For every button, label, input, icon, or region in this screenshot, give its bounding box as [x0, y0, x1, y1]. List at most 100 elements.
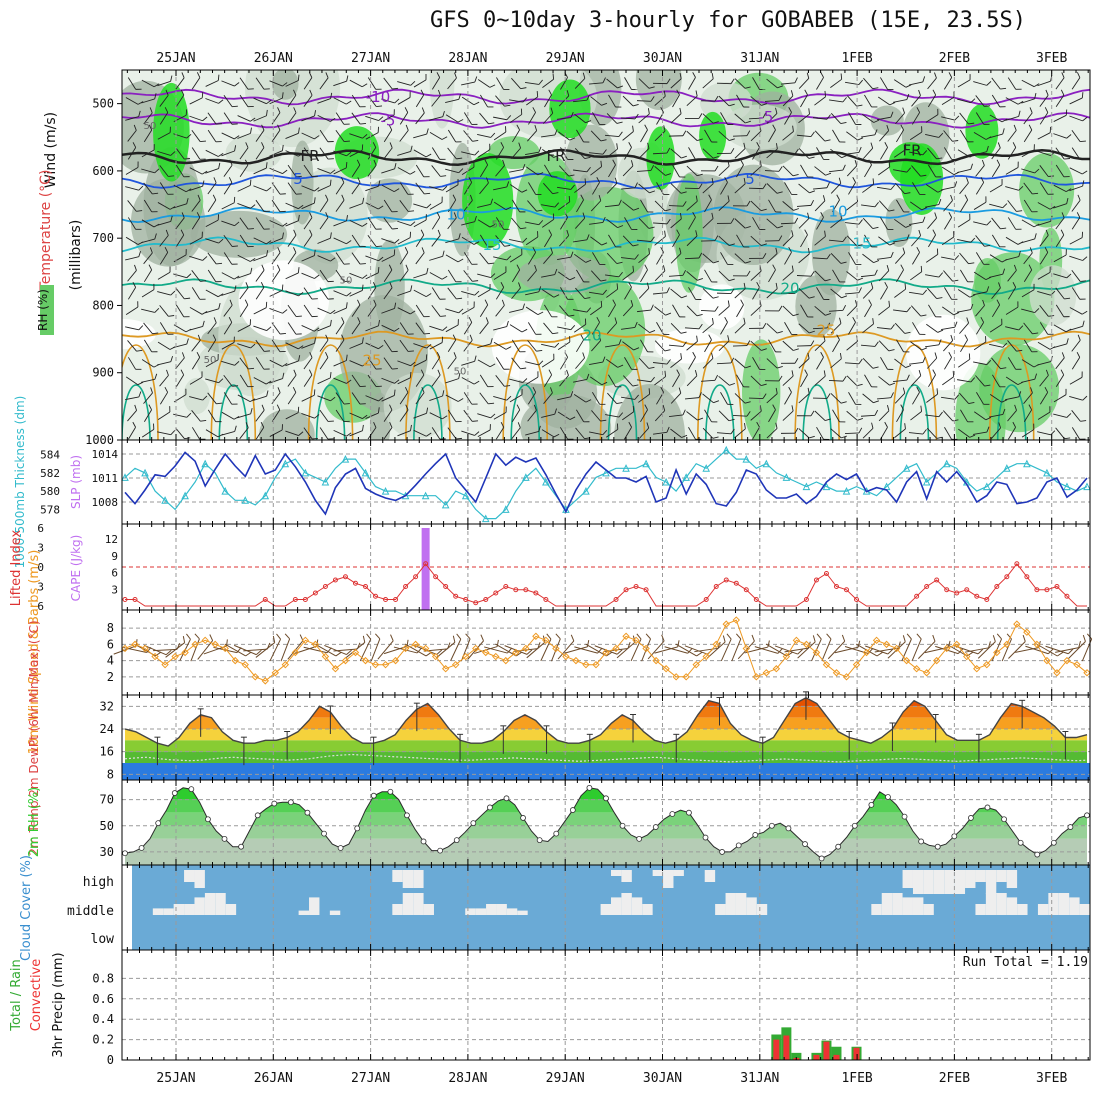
- wind-barb-staff: [223, 234, 233, 247]
- wind-barb-staff: [591, 410, 601, 422]
- wind-barb-staff: [365, 272, 379, 280]
- wind-barb-feather: [458, 308, 464, 314]
- wind-barb: [447, 194, 457, 213]
- wind-barb: [175, 89, 185, 108]
- rh-blob: [517, 255, 610, 295]
- wind-barb-feather: [373, 422, 377, 428]
- x-date-bottom: 1FEB: [841, 1071, 872, 1086]
- wind-barb-feather: [489, 283, 491, 290]
- wind-barb-feather: [248, 367, 255, 370]
- slp-ytick-label: 1014: [92, 448, 119, 461]
- wind-barb-staff: [543, 182, 553, 194]
- wind-barb-staff: [271, 199, 281, 212]
- wind-barb-staff: [542, 112, 554, 124]
- wind-barb-staff: [319, 357, 329, 370]
- wind-barb-staff: [383, 287, 393, 300]
- wind-barb-staff: [317, 255, 331, 262]
- wind-barb-feather: [373, 299, 377, 306]
- wind-barb-feather: [234, 145, 237, 152]
- wind-barb-feather: [388, 124, 393, 131]
- rh-blob-high: [537, 171, 578, 217]
- wind-barb-staff: [191, 340, 201, 352]
- wind-barb-staff: [317, 307, 331, 315]
- wind-barb-staff: [253, 255, 267, 262]
- wind-barb-staff: [207, 409, 217, 422]
- wind-barb-staff: [606, 322, 618, 334]
- wind-barb: [239, 282, 249, 300]
- wind-barb-feather: [297, 406, 300, 413]
- wind-barb-staff: [349, 133, 363, 139]
- wind-barb-feather: [344, 140, 350, 143]
- wind-barb: [415, 247, 425, 265]
- wind-barb: [429, 250, 445, 261]
- wind-barb-staff: [351, 252, 361, 265]
- wind-barb-feather: [266, 250, 269, 257]
- wind-barb-feather: [264, 350, 271, 352]
- wind-barb: [541, 129, 558, 138]
- wind-barb-staff: [301, 115, 315, 122]
- wind-barb-feather: [293, 89, 297, 96]
- wind-barb-feather: [330, 117, 336, 122]
- wind-barb-staff: [159, 392, 169, 405]
- wind-barb-feather: [615, 106, 622, 108]
- wind-barb: [431, 165, 447, 177]
- wind-barb: [285, 342, 304, 350]
- wind-barb-feather: [357, 177, 361, 183]
- wind-barb-feather: [504, 244, 511, 247]
- wind10m-barb-staff: [377, 640, 394, 660]
- wind-barb-staff: [573, 378, 587, 383]
- wind-barb-feather: [311, 175, 318, 178]
- wind-barb-staff: [319, 217, 329, 230]
- wind-barb: [527, 200, 543, 212]
- wind-barb: [237, 203, 256, 209]
- wind-barb-feather: [457, 398, 464, 402]
- wind-barb-feather: [266, 109, 268, 116]
- wind-barb-staff: [335, 339, 345, 352]
- wind-barb-feather: [233, 416, 240, 420]
- wind-barb-staff: [125, 236, 139, 245]
- wind-barb-feather: [617, 364, 624, 368]
- wind-barb-staff: [592, 252, 600, 265]
- wind-barb-feather: [600, 279, 607, 282]
- wind-barb: [271, 124, 281, 142]
- wind-barb: [495, 95, 511, 107]
- wind-barb-feather: [505, 406, 507, 413]
- wind-barb-feather: [582, 212, 586, 219]
- wind-barb: [525, 146, 542, 156]
- wind-barb-feather: [500, 282, 505, 288]
- wind-barb-feather: [136, 349, 143, 352]
- wind-barb-feather: [375, 368, 382, 370]
- wind-barb-feather: [185, 188, 192, 193]
- wind-barb-feather: [282, 169, 288, 174]
- wind-barb-feather: [186, 338, 189, 345]
- wind-barb-staff: [253, 325, 267, 332]
- wind-barb-staff: [205, 238, 219, 244]
- wind-barb-feather: [232, 105, 238, 108]
- wind-barb-feather: [362, 222, 368, 227]
- wind-barb: [319, 72, 329, 90]
- wind-barb-feather: [537, 311, 544, 316]
- x-date-bottom: 28JAN: [448, 1071, 487, 1086]
- wind-barb: [335, 409, 350, 423]
- wind-barb-feather: [325, 352, 329, 358]
- wind-barb-staff: [351, 112, 361, 125]
- wind-barb-feather: [327, 298, 334, 300]
- wind-barb-feather: [266, 240, 272, 245]
- wind-barb: [589, 356, 606, 365]
- wind-barb: [495, 357, 510, 370]
- wind-barb: [143, 404, 153, 423]
- wind10m-barb-feather: [916, 633, 922, 640]
- wind-barb-staff: [415, 94, 425, 108]
- wind-barb-feather: [202, 256, 208, 261]
- wind-barb-feather: [277, 387, 281, 393]
- wind-barb: [574, 212, 586, 229]
- wind-barb-feather: [150, 387, 153, 394]
- wind-barb-staff: [223, 392, 233, 405]
- wind-barb-feather: [201, 311, 208, 315]
- wind-barb-staff: [383, 199, 393, 213]
- wind-barb: [319, 129, 334, 143]
- wind-barb-feather: [602, 430, 608, 435]
- wind-barb-feather: [553, 154, 560, 158]
- wind-barb-feather: [516, 124, 520, 131]
- wind-barb-staff: [269, 167, 283, 175]
